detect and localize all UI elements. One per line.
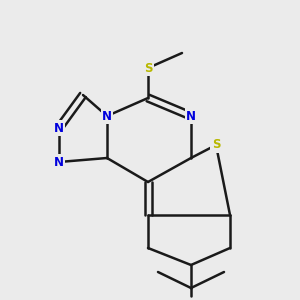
Text: N: N bbox=[186, 110, 196, 122]
Text: N: N bbox=[54, 122, 64, 134]
Text: S: S bbox=[212, 139, 220, 152]
Text: N: N bbox=[54, 155, 64, 169]
Text: S: S bbox=[144, 61, 152, 74]
Text: N: N bbox=[102, 110, 112, 122]
